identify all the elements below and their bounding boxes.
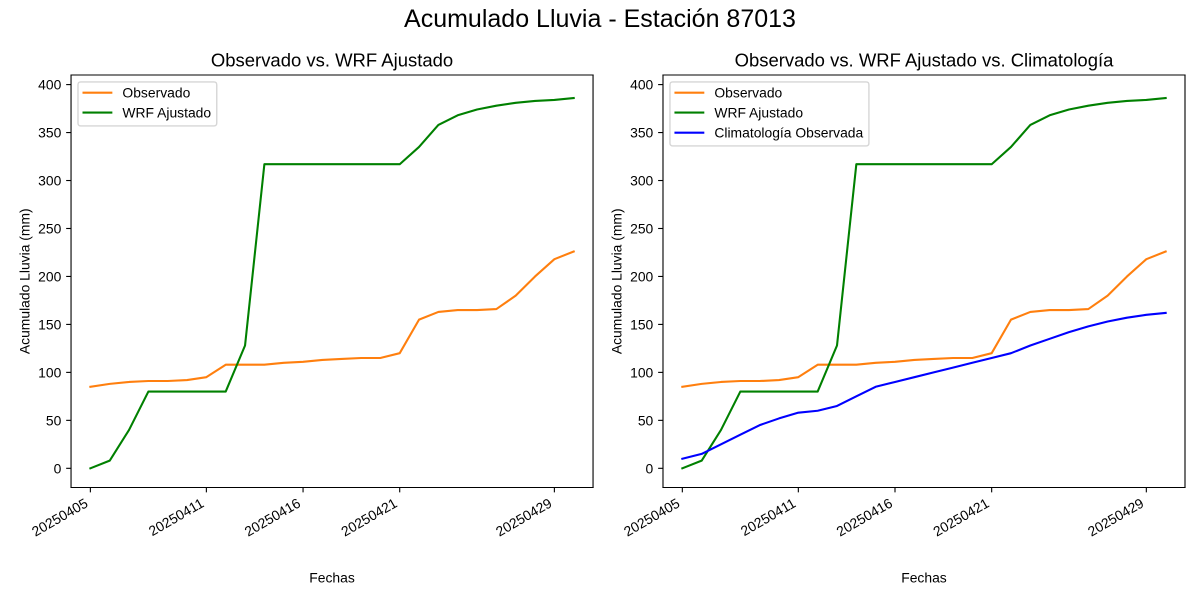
svg-text:350: 350 bbox=[38, 125, 61, 141]
svg-text:Acumulado Lluvia - Estación 87: Acumulado Lluvia - Estación 87013 bbox=[404, 5, 796, 33]
svg-text:Fechas: Fechas bbox=[901, 570, 947, 586]
svg-text:WRF Ajustado: WRF Ajustado bbox=[714, 104, 803, 120]
svg-text:50: 50 bbox=[46, 412, 62, 428]
svg-text:Acumulado Lluvia (mm): Acumulado Lluvia (mm) bbox=[17, 208, 33, 354]
svg-text:350: 350 bbox=[630, 125, 653, 141]
svg-text:400: 400 bbox=[38, 77, 61, 93]
svg-text:Observado vs. WRF Ajustado: Observado vs. WRF Ajustado bbox=[211, 50, 453, 71]
svg-text:Observado: Observado bbox=[122, 85, 190, 101]
svg-text:150: 150 bbox=[38, 316, 61, 332]
svg-text:0: 0 bbox=[54, 460, 62, 476]
svg-text:150: 150 bbox=[630, 316, 653, 332]
svg-text:Fechas: Fechas bbox=[309, 570, 355, 586]
svg-text:0: 0 bbox=[646, 460, 654, 476]
svg-text:50: 50 bbox=[638, 412, 654, 428]
svg-text:200: 200 bbox=[38, 268, 61, 284]
svg-text:Observado vs. WRF Ajustado vs.: Observado vs. WRF Ajustado vs. Climatolo… bbox=[735, 50, 1114, 71]
svg-text:Acumulado Lluvia (mm): Acumulado Lluvia (mm) bbox=[609, 208, 625, 354]
svg-text:200: 200 bbox=[630, 268, 653, 284]
svg-text:250: 250 bbox=[38, 221, 61, 237]
svg-text:250: 250 bbox=[630, 221, 653, 237]
svg-text:100: 100 bbox=[630, 364, 653, 380]
svg-text:400: 400 bbox=[630, 77, 653, 93]
svg-text:WRF Ajustado: WRF Ajustado bbox=[122, 104, 211, 120]
svg-text:Observado: Observado bbox=[714, 85, 782, 101]
svg-text:100: 100 bbox=[38, 364, 61, 380]
svg-text:300: 300 bbox=[630, 173, 653, 189]
svg-text:Climatología Observada: Climatología Observada bbox=[714, 125, 863, 141]
svg-text:300: 300 bbox=[38, 173, 61, 189]
